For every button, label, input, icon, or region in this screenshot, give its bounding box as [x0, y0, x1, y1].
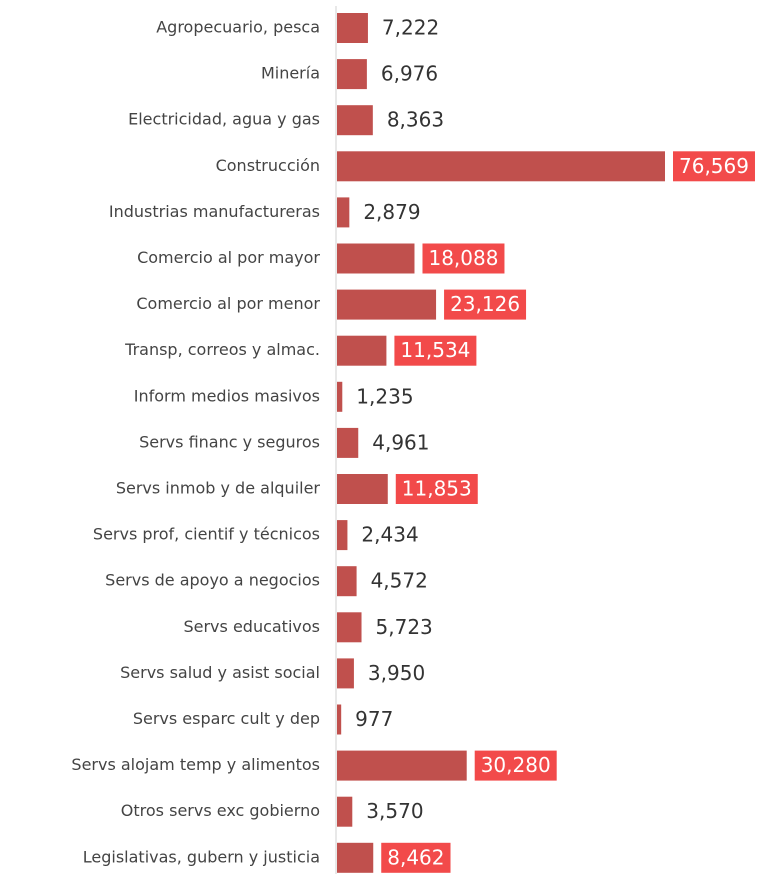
category-label: Legislativas, gubern y justicia [83, 847, 320, 866]
bar [337, 197, 350, 228]
bar [337, 566, 357, 597]
value-label: 2,879 [363, 200, 420, 224]
category-label: Minería [261, 64, 320, 83]
value-label: 11,853 [402, 477, 472, 501]
value-label-box [381, 842, 451, 873]
category-label: Servs financ y seguros [139, 432, 320, 451]
category-label: Inform medios masivos [134, 386, 320, 405]
value-label: 4,572 [371, 569, 428, 593]
category-label: Comercio al por menor [136, 294, 320, 313]
bar [337, 335, 387, 366]
bar [337, 658, 354, 689]
bar [337, 105, 373, 136]
bar [337, 289, 437, 320]
value-label-box [422, 243, 505, 274]
value-label: 977 [355, 707, 393, 731]
value-label: 5,723 [376, 615, 433, 639]
category-label: Servs inmob y de alquiler [116, 479, 321, 498]
value-label: 8,462 [387, 845, 444, 869]
value-label: 6,976 [381, 62, 438, 86]
bar [337, 796, 353, 827]
value-label-box [395, 474, 478, 504]
category-label: Transp, correos y almac. [124, 340, 320, 359]
category-label: Otros servs exc gobierno [121, 801, 320, 820]
value-label: 76,569 [679, 154, 749, 178]
bar [337, 612, 362, 643]
category-label: Comercio al por mayor [137, 248, 320, 267]
category-label: Industrias manufactureras [109, 202, 320, 221]
bar [337, 704, 342, 735]
value-label-box [673, 151, 755, 182]
value-label: 8,363 [387, 108, 444, 132]
category-label: Agropecuario, pesca [156, 18, 320, 37]
category-label: Servs salud y asist social [120, 663, 320, 682]
bar [337, 750, 467, 781]
bar [337, 243, 415, 274]
bar [337, 151, 665, 182]
bar [337, 474, 388, 504]
bar [337, 842, 374, 873]
bar [337, 520, 348, 551]
category-label: Construcción [216, 156, 320, 175]
value-label-box [394, 335, 477, 366]
value-label: 30,280 [481, 753, 551, 777]
value-label-box [474, 750, 557, 781]
bar [337, 13, 368, 43]
bar [337, 381, 343, 412]
value-label: 11,534 [400, 338, 470, 362]
category-label: Servs educativos [183, 617, 320, 636]
value-label: 3,570 [366, 799, 423, 823]
category-label: Electricidad, agua y gas [128, 110, 320, 129]
value-label: 4,961 [372, 430, 429, 454]
value-label: 3,950 [368, 661, 425, 685]
category-label: Servs alojam temp y alimentos [71, 755, 320, 774]
category-label: Servs prof, cientif y técnicos [93, 525, 320, 544]
bar [337, 427, 359, 458]
value-label-box [444, 289, 527, 320]
value-label: 1,235 [356, 384, 413, 408]
value-label: 18,088 [428, 246, 498, 270]
value-label: 2,434 [361, 523, 418, 547]
category-label: Servs de apoyo a negocios [105, 571, 320, 590]
category-label: Servs esparc cult y dep [133, 709, 320, 728]
value-label: 23,126 [450, 292, 520, 316]
bar [337, 59, 367, 90]
value-label: 7,222 [382, 16, 439, 40]
